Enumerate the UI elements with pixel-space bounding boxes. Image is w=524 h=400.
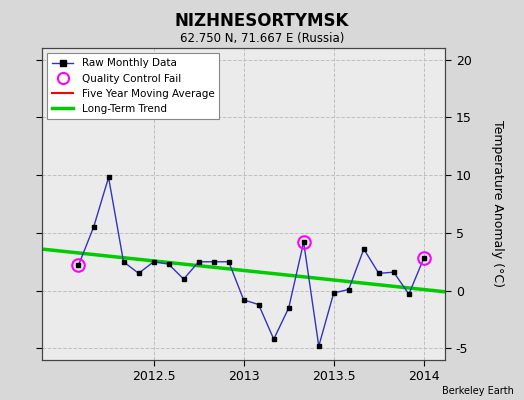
Text: NIZHNESORTYMSK: NIZHNESORTYMSK [175,12,349,30]
Y-axis label: Temperature Anomaly (°C): Temperature Anomaly (°C) [491,120,504,288]
Legend: Raw Monthly Data, Quality Control Fail, Five Year Moving Average, Long-Term Tren: Raw Monthly Data, Quality Control Fail, … [47,53,220,119]
Text: Berkeley Earth: Berkeley Earth [442,386,514,396]
Text: 62.750 N, 71.667 E (Russia): 62.750 N, 71.667 E (Russia) [180,32,344,45]
